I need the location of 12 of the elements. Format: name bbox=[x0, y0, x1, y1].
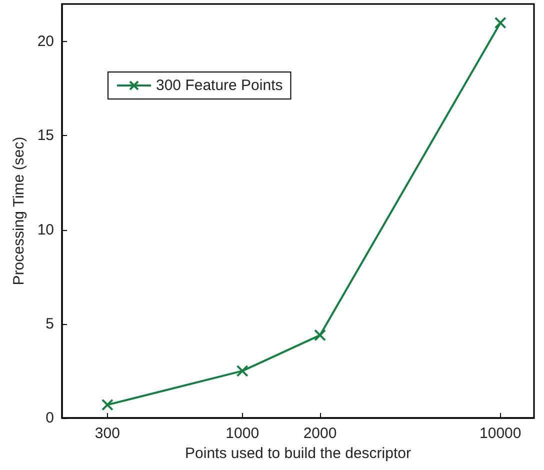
x-axis-title: Points used to build the descriptor bbox=[185, 444, 411, 462]
y-tick-label: 20 bbox=[37, 33, 54, 50]
y-tick-label: 5 bbox=[46, 315, 54, 332]
x-tick-label: 300 bbox=[94, 425, 120, 442]
legend-label: 300 Feature Points bbox=[156, 77, 283, 94]
x-tick-label: 1000 bbox=[226, 425, 260, 442]
x-tick-label: 10000 bbox=[480, 425, 522, 442]
y-axis-title: Processing Time (sec) bbox=[10, 136, 28, 286]
y-tick-label: 10 bbox=[37, 221, 54, 238]
y-tick-label: 15 bbox=[37, 127, 54, 144]
y-tick-label: 0 bbox=[46, 410, 54, 426]
x-tick-label: 2000 bbox=[303, 425, 337, 442]
